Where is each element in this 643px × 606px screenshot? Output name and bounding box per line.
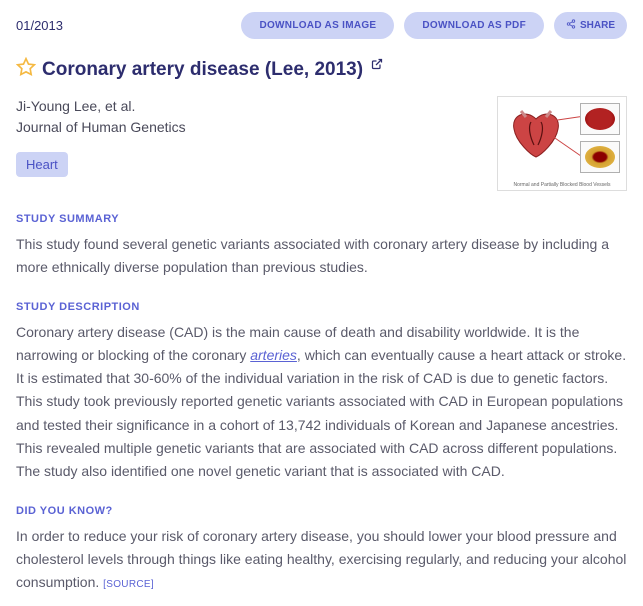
header-row: 01/2013 DOWNLOAD AS IMAGE DOWNLOAD AS PD…	[16, 12, 627, 39]
action-buttons: DOWNLOAD AS IMAGE DOWNLOAD AS PDF SHARE	[241, 12, 627, 39]
summary-heading: STUDY SUMMARY	[16, 213, 627, 225]
dyk-text: In order to reduce your risk of coronary…	[16, 525, 627, 594]
journal: Journal of Human Genetics	[16, 117, 497, 138]
arteries-link[interactable]: arteries	[250, 347, 297, 363]
description-text: Coronary artery disease (CAD) is the mai…	[16, 321, 627, 483]
star-icon[interactable]	[16, 57, 36, 82]
source-link[interactable]: [SOURCE]	[103, 579, 154, 590]
figure-caption: Normal and Partially Blocked Blood Vesse…	[498, 182, 626, 188]
publish-date: 01/2013	[16, 18, 63, 33]
description-post: , which can eventually cause a heart att…	[16, 347, 626, 478]
share-icon	[566, 19, 576, 32]
share-button[interactable]: SHARE	[554, 12, 627, 39]
vessel-normal	[580, 103, 620, 135]
page-title: Coronary artery disease (Lee, 2013)	[42, 59, 363, 81]
title-row: Coronary artery disease (Lee, 2013)	[16, 57, 627, 82]
topic-tag[interactable]: Heart	[16, 152, 68, 177]
dyk-heading: DID YOU KNOW?	[16, 505, 627, 517]
study-figure: Normal and Partially Blocked Blood Vesse…	[497, 96, 627, 191]
download-image-button[interactable]: DOWNLOAD AS IMAGE	[241, 12, 394, 39]
authors: Ji-Young Lee, et al.	[16, 96, 497, 117]
external-link-icon[interactable]	[369, 61, 383, 79]
tag-row: Heart	[16, 152, 497, 177]
download-pdf-button[interactable]: DOWNLOAD AS PDF	[404, 12, 544, 39]
description-heading: STUDY DESCRIPTION	[16, 301, 627, 313]
meta-row: Ji-Young Lee, et al. Journal of Human Ge…	[16, 96, 627, 191]
share-label: SHARE	[580, 20, 615, 31]
heart-illustration-icon	[506, 107, 566, 162]
summary-text: This study found several genetic variant…	[16, 233, 627, 279]
vessel-blocked	[580, 141, 620, 173]
meta-left: Ji-Young Lee, et al. Journal of Human Ge…	[16, 96, 497, 177]
